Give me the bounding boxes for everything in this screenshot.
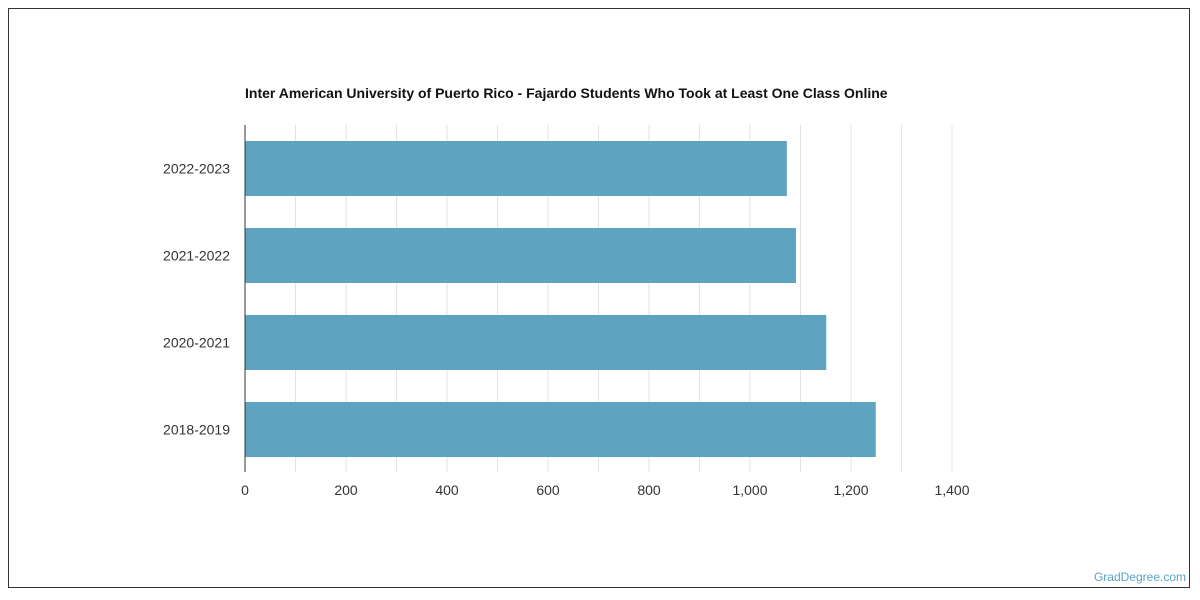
bar: [245, 402, 876, 457]
y-tick-label: 2020-2021: [163, 335, 230, 351]
y-tick-label: 2021-2022: [163, 248, 230, 264]
x-tick-label: 0: [241, 482, 249, 498]
bar: [245, 228, 796, 283]
x-tick-label: 1,400: [934, 482, 969, 498]
graddegree-watermark[interactable]: GradDegree.com: [1093, 570, 1186, 584]
y-tick-label: 2018-2019: [163, 422, 230, 438]
chart-title: Inter American University of Puerto Rico…: [245, 85, 888, 101]
x-tick-label: 200: [334, 482, 358, 498]
bar: [245, 141, 787, 196]
x-tick-label: 1,200: [833, 482, 868, 498]
x-tick-label: 400: [435, 482, 459, 498]
x-tick-label: 800: [637, 482, 661, 498]
x-tick-label: 600: [536, 482, 560, 498]
x-tick-label: 1,000: [732, 482, 767, 498]
bar: [245, 315, 827, 370]
y-tick-label: 2022-2023: [163, 161, 230, 177]
